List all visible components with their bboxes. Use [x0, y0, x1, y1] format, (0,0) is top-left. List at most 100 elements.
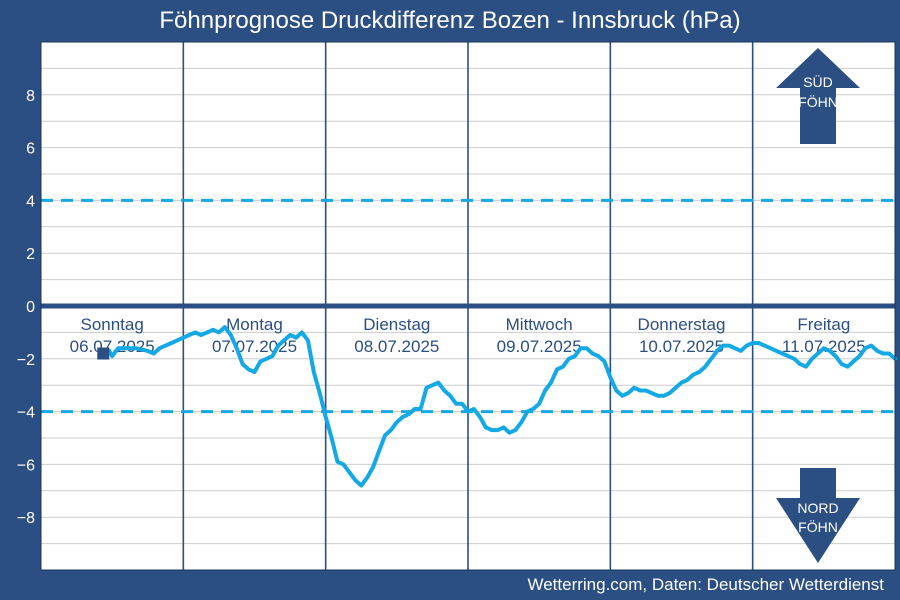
data-point: [710, 358, 712, 360]
data-point: [354, 479, 357, 482]
sued-foehn-arrow: SÜD FÖHN: [776, 48, 860, 144]
data-point: [615, 389, 618, 392]
y-tick-label: 6: [26, 141, 35, 158]
data-point: [751, 342, 754, 344]
data-point: [259, 360, 262, 363]
data-point: [473, 408, 475, 410]
data-point: [603, 360, 606, 363]
data-point: [722, 344, 724, 347]
data-point: [840, 363, 843, 365]
data-point: [662, 395, 665, 397]
data-point: [888, 352, 890, 355]
data-point: [532, 408, 534, 410]
day-labels: Sonntag06.07.2025Montag07.07.2025Diensta…: [70, 315, 866, 356]
data-point: [230, 334, 232, 336]
data-point: [846, 365, 849, 368]
series-group: [97, 325, 897, 488]
data-point: [152, 352, 155, 355]
arrow-up-icon: [776, 48, 860, 144]
data-point: [431, 384, 434, 387]
data-point: [829, 350, 831, 352]
data-point: [147, 350, 149, 352]
day-name-label: Freitag: [797, 315, 850, 334]
data-point: [502, 426, 505, 429]
day-date-label: 06.07.2025: [70, 337, 155, 356]
data-point: [253, 371, 256, 373]
data-point: [407, 413, 410, 416]
day-name-label: Dienstag: [363, 315, 430, 334]
data-point: [313, 371, 315, 373]
data-point: [805, 365, 807, 368]
data-point: [597, 355, 600, 358]
data-point: [437, 381, 440, 384]
data-point: [194, 331, 196, 334]
day-name-label: Donnerstag: [638, 315, 726, 334]
data-point: [348, 471, 351, 474]
data-point: [241, 363, 244, 365]
data-point: [728, 344, 730, 347]
data-point: [882, 352, 884, 355]
data-point: [852, 360, 855, 363]
data-point: [324, 416, 327, 418]
data-point: [318, 392, 321, 394]
data-point: [111, 355, 113, 358]
data-point: [235, 347, 238, 350]
data-point: [609, 376, 612, 379]
data-point: [342, 463, 345, 466]
data-point: [378, 450, 380, 453]
data-point: [336, 461, 339, 463]
data-point: [360, 484, 363, 487]
day-date-label: 09.07.2025: [497, 337, 582, 356]
data-point: [443, 389, 446, 392]
y-axis-ticks: 8 6 4 2 0 −2 −4 −6 −8: [17, 88, 35, 527]
day-date-label: 08.07.2025: [354, 337, 439, 356]
data-point: [740, 350, 742, 352]
data-point: [330, 437, 333, 439]
data-point: [787, 355, 790, 358]
data-point: [188, 334, 191, 336]
data-point: [834, 355, 837, 358]
data-point: [864, 347, 867, 350]
data-point: [170, 342, 173, 344]
data-point: [556, 368, 558, 371]
data-point: [579, 347, 582, 350]
data-point: [574, 355, 576, 358]
data-point: [769, 347, 772, 350]
chart-title: Föhnprognose Druckdifferenz Bozen - Inns…: [159, 7, 741, 34]
data-point: [467, 410, 469, 413]
nord-foehn-arrow: NORD FÖHN: [776, 468, 860, 563]
data-point: [550, 381, 552, 384]
data-point: [668, 392, 671, 394]
data-point: [206, 331, 208, 334]
data-point: [680, 381, 683, 384]
data-point: [496, 429, 499, 431]
y-tick-label: −4: [17, 405, 35, 422]
data-point: [419, 408, 422, 410]
data-point: [585, 347, 588, 350]
data-point: [164, 344, 167, 347]
y-tick-label: −2: [17, 352, 35, 369]
data-point: [657, 395, 659, 397]
data-point: [135, 347, 137, 350]
data-point: [200, 334, 202, 336]
data-point: [645, 389, 647, 392]
data-point: [627, 392, 629, 394]
data-point: [763, 344, 766, 347]
data-point: [413, 408, 416, 410]
data-point: [224, 326, 226, 328]
data-point: [870, 344, 873, 347]
day-name-label: Mittwoch: [506, 315, 573, 334]
data-point: [295, 336, 297, 339]
data-point: [674, 387, 677, 389]
data-point: [520, 421, 523, 424]
data-point: [455, 402, 457, 405]
data-point: [366, 476, 369, 479]
data-point: [485, 426, 487, 429]
nord-foehn-label-line2: FÖHN: [798, 518, 838, 535]
data-point: [591, 352, 594, 355]
y-tick-label: 2: [26, 246, 35, 263]
arrow-down-icon: [776, 468, 860, 563]
data-point: [526, 410, 529, 413]
data-point: [158, 347, 161, 350]
